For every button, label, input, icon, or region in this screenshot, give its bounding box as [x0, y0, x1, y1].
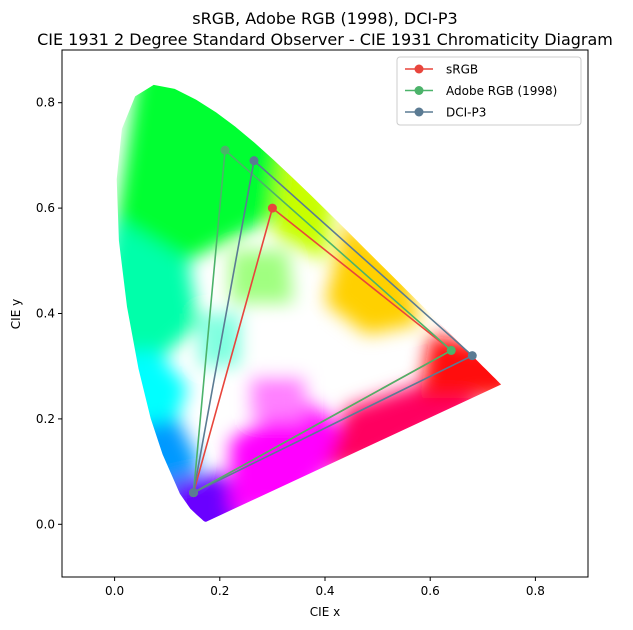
y-tick-label: 0.0: [36, 517, 55, 531]
legend-entry: Adobe RGB (1998): [405, 84, 557, 98]
y-tick-label: 0.6: [36, 201, 55, 215]
series-line: [192, 159, 473, 495]
y-tick-label: 0.8: [36, 96, 55, 110]
series-line: [192, 148, 452, 495]
legend-swatch-marker: [414, 107, 424, 117]
legend-label: Adobe RGB (1998): [446, 84, 557, 98]
x-axis-ticks: 0.0 0.2 0.4 0.6 0.8: [105, 577, 545, 598]
x-tick-label: 0.6: [421, 584, 440, 598]
x-tick-label: 0.8: [526, 584, 545, 598]
chart-title: sRGB, Adobe RGB (1998), DCI-P3: [192, 9, 457, 28]
legend-swatch-marker: [414, 86, 424, 95]
series-point: [446, 345, 456, 355]
legend-entry: DCI-P3: [405, 106, 486, 120]
series-point: [267, 203, 277, 213]
y-tick-label: 0.4: [36, 307, 55, 321]
x-tick-label: 0.2: [210, 584, 229, 598]
series-dci-p3: [189, 156, 477, 498]
legend-entry: sRGB: [405, 63, 478, 77]
y-tick-label: 0.2: [36, 412, 55, 426]
legend-box: [396, 56, 582, 126]
legend-swatch-marker: [414, 64, 424, 74]
series-point: [249, 156, 259, 166]
series-point: [220, 145, 230, 155]
legend-label: DCI-P3: [446, 106, 486, 120]
series-point: [189, 488, 198, 498]
y-axis-ticks: 0.0 0.2 0.4 0.6 0.8: [36, 96, 62, 531]
legend: sRGB Adobe RGB (1998) DCI-P3: [396, 56, 582, 126]
x-tick-label: 0.4: [315, 584, 334, 598]
x-axis-label: CIE x: [310, 605, 340, 619]
x-tick-label: 0.0: [105, 584, 124, 598]
y-axis-label: CIE y: [9, 299, 23, 329]
gamut-series: [189, 145, 477, 498]
legend-label: sRGB: [446, 63, 478, 77]
series-point: [467, 351, 477, 361]
chart-subtitle: CIE 1931 2 Degree Standard Observer - CI…: [37, 30, 613, 49]
